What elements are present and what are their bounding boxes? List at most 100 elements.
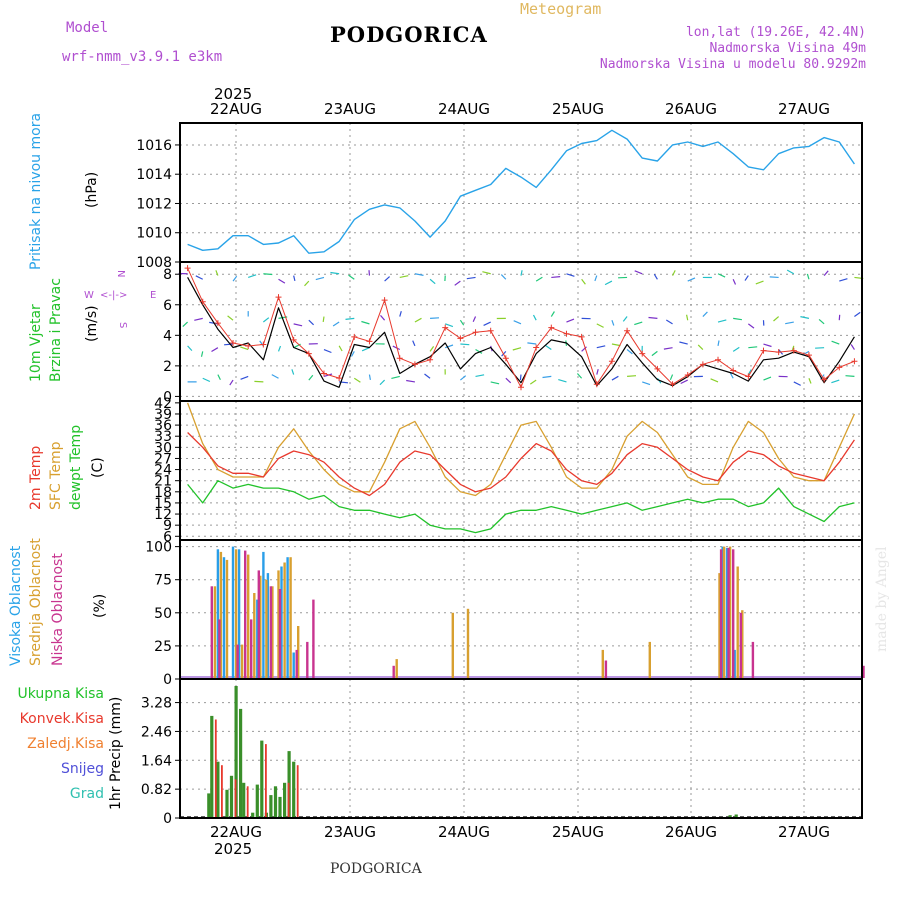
ytick-label-2-8: 30 bbox=[154, 440, 172, 456]
wind-barb-1-1 bbox=[200, 351, 204, 357]
wind-barb-0-2 bbox=[182, 321, 188, 328]
wind-barb-40-3 bbox=[786, 269, 795, 275]
wind-gust-marker-15 bbox=[411, 361, 418, 368]
wind-barb-41-2 bbox=[800, 316, 810, 319]
meteogram-label: Meteogram bbox=[520, 0, 602, 18]
wind-gust-marker-3 bbox=[230, 339, 237, 346]
precip-bar-0-14 bbox=[278, 796, 282, 817]
wind-barb-23-0 bbox=[529, 379, 537, 385]
wind-barb-32-3 bbox=[672, 270, 676, 276]
panel-frame-2 bbox=[179, 400, 863, 541]
precip-bar-0-1 bbox=[210, 715, 214, 817]
day-label-top-4: 26AUG bbox=[665, 100, 717, 118]
wind-barb-26-3 bbox=[581, 278, 586, 285]
wind-barb-3-1 bbox=[224, 343, 234, 346]
day-label-bottom-4: 26AUG bbox=[665, 823, 717, 841]
wind-barb-22-3 bbox=[520, 270, 523, 276]
cloud-bar-1-12 bbox=[289, 557, 292, 678]
wind-barb-23-2 bbox=[532, 314, 537, 321]
wind-barb-35-2 bbox=[717, 319, 727, 323]
wind-barb-37-3 bbox=[744, 275, 749, 281]
cloud-bar-2-16 bbox=[739, 612, 742, 678]
wind-barb-24-2 bbox=[550, 311, 555, 317]
precip-bar-0-9 bbox=[255, 784, 259, 817]
day-label-bottom-3: 25AUG bbox=[552, 823, 604, 841]
ytick-label-0-2: 1012 bbox=[136, 196, 172, 212]
cloud-bar-2-7 bbox=[278, 589, 282, 678]
wind-gust-marker-6 bbox=[275, 294, 282, 301]
cloud-bar-1-22 bbox=[736, 566, 739, 678]
cloud-bar-1-11 bbox=[283, 562, 286, 678]
legend-conv: Konvek.Kisa bbox=[19, 711, 104, 727]
wind-barb-32-1 bbox=[663, 347, 673, 350]
wind-barb-42-1 bbox=[815, 347, 825, 349]
wind-barb-27-0 bbox=[596, 369, 599, 375]
ytick-label-4-2: 1.64 bbox=[141, 753, 172, 769]
wind-barb-29-1 bbox=[626, 349, 633, 355]
wind-barb-8-2 bbox=[308, 319, 315, 326]
wind-barb-27-1 bbox=[596, 345, 606, 349]
cloud-bar-1-10 bbox=[277, 570, 280, 678]
cloud-bar-2-11 bbox=[392, 665, 395, 678]
wind-gust-marker-34 bbox=[699, 361, 706, 368]
wind-barb-2-1 bbox=[211, 347, 219, 353]
cloud-bar-2-6 bbox=[269, 586, 273, 678]
compass-e: E bbox=[150, 290, 156, 301]
cloud-bar-2-17 bbox=[751, 641, 755, 678]
ytick-label-2-6: 24 bbox=[154, 463, 172, 479]
cloud-bar-2-1 bbox=[218, 619, 221, 678]
wind-gust-marker-22 bbox=[518, 384, 524, 391]
cloud-bar-2-0 bbox=[210, 586, 213, 678]
wind-barb-9-2 bbox=[322, 316, 325, 322]
wind-barb-11-1 bbox=[350, 351, 355, 357]
wind-gust-marker-38 bbox=[760, 347, 767, 354]
cloud-bar-0-8 bbox=[286, 557, 289, 678]
model-value: wrf-nmm_v3.9.1 e3km bbox=[62, 49, 223, 65]
wind-barb-15-2 bbox=[414, 317, 422, 323]
wind-gust-marker-17 bbox=[442, 324, 449, 331]
wind-gust-marker-1 bbox=[199, 298, 206, 305]
wind-barb-25-0 bbox=[558, 379, 567, 383]
wind-barb-22-2 bbox=[513, 320, 522, 325]
day-label-top-2: 24AUG bbox=[438, 100, 490, 118]
wind-gust-marker-28 bbox=[608, 358, 615, 365]
precip-bar-1-5 bbox=[287, 782, 290, 817]
wind-barb-26-0 bbox=[576, 373, 583, 379]
wind-barb-12-0 bbox=[368, 374, 371, 381]
wind-barb-29-2 bbox=[622, 316, 628, 322]
wind-barb-35-3 bbox=[717, 273, 726, 278]
wind-barb-33-2 bbox=[686, 314, 689, 321]
wind-barb-25-3 bbox=[566, 273, 575, 277]
cloud-bar-1-13 bbox=[297, 626, 300, 678]
wind-barb-32-2 bbox=[665, 319, 673, 325]
wind-barb-38-3 bbox=[755, 280, 764, 285]
wind-barb-24-3 bbox=[551, 276, 561, 279]
temp-sfc-line bbox=[186, 402, 855, 497]
cloud-bar-2-2 bbox=[236, 644, 239, 678]
precip-bar-1-4 bbox=[265, 744, 267, 817]
day-label-top-0: 22AUG bbox=[210, 100, 262, 118]
wind-barb-44-0 bbox=[845, 375, 855, 378]
cloud-bar-1-1 bbox=[219, 551, 223, 678]
wind-barb-10-2 bbox=[332, 321, 340, 327]
wind-barb-3-0 bbox=[229, 379, 234, 386]
wind-barb-3-3 bbox=[232, 275, 238, 282]
wind-barb-23-3 bbox=[535, 276, 543, 282]
wind-barb-0-1 bbox=[187, 345, 193, 352]
wind-barb-24-0 bbox=[542, 375, 552, 379]
wind-barb-14-3 bbox=[399, 275, 409, 279]
wind-barb-14-2 bbox=[399, 311, 402, 317]
compass-arrows: <-|-> bbox=[100, 290, 127, 301]
wind-barb-35-1 bbox=[717, 340, 720, 346]
ytick-label-1-4: 8 bbox=[163, 267, 172, 283]
day-label-top-1: 23AUG bbox=[324, 100, 376, 118]
ytick-label-2-5: 21 bbox=[154, 474, 172, 490]
wind-barb-10-3 bbox=[330, 271, 340, 275]
wind-barb-32-0 bbox=[669, 374, 674, 381]
cloud-bar-0-2 bbox=[231, 546, 235, 678]
wind-barb-24-1 bbox=[545, 344, 552, 351]
wind-barb-37-1 bbox=[748, 346, 758, 349]
ytick-label-0-3: 1014 bbox=[136, 167, 172, 183]
precip-bar-0-19 bbox=[734, 814, 738, 817]
cloud-bar-1-7 bbox=[259, 575, 262, 678]
